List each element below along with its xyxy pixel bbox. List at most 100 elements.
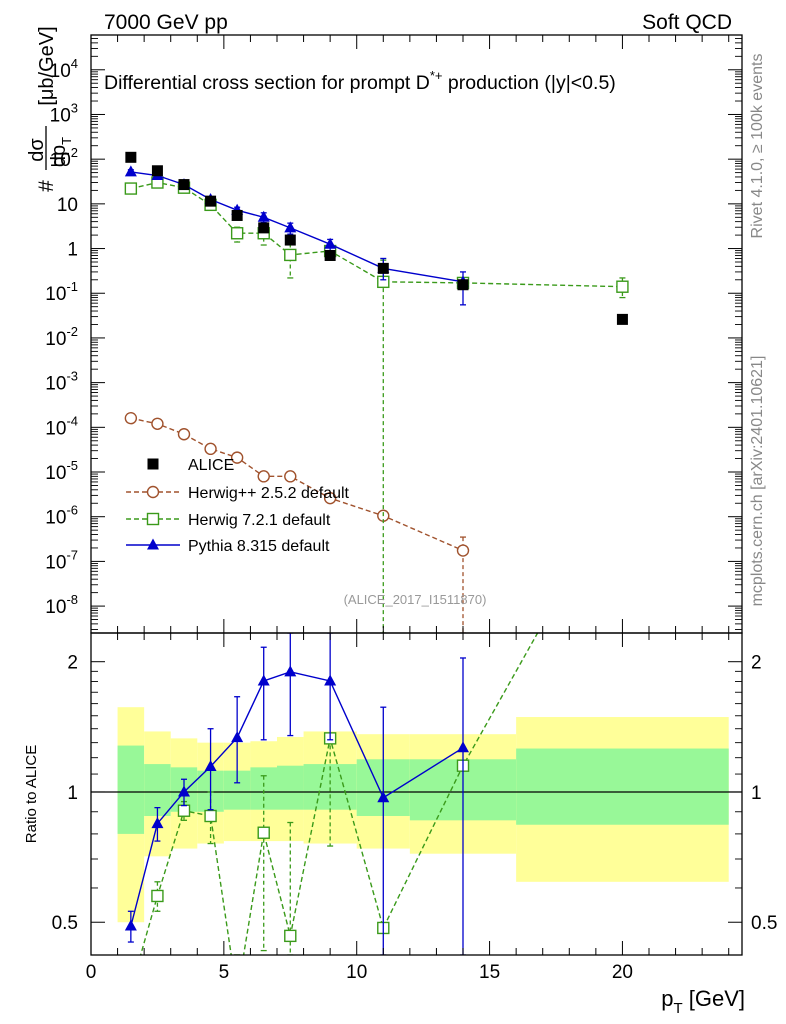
main-herwig7-point	[124, 182, 138, 195]
ratio-ytick-label-right: 1	[751, 783, 762, 804]
ratio-stat-band	[250, 767, 277, 810]
ratio-pythia-point	[457, 741, 469, 753]
main-alice-point	[125, 151, 137, 163]
rivet-label: Rivet 4.1.0, ≥ 100k events	[749, 54, 766, 239]
main-watermark: (ALICE_2017_I1511870)	[344, 592, 487, 607]
ratio-pythia-point	[284, 665, 297, 677]
ratio-xtick-label: 10	[346, 962, 367, 983]
main-alice-point	[457, 279, 469, 291]
svg-text:dσ: dσ	[26, 138, 48, 162]
main-herwigpp-point	[151, 417, 164, 430]
ratio-pythia-point	[178, 785, 190, 797]
main-ytick-label: 10-8	[45, 592, 78, 618]
main-herwigpp-point	[230, 451, 244, 464]
legend-label-alice: ALICE	[188, 457, 234, 474]
ratio-ytick-label: 1	[67, 783, 78, 804]
ratio-herwig7-point	[151, 889, 164, 903]
main-title: Differential cross section for prompt D*…	[104, 68, 616, 94]
ratio-stat-band	[277, 765, 304, 810]
svg-text:[μb/GeV]: [μb/GeV]	[36, 26, 58, 105]
main-ytick-label: 1	[67, 240, 78, 261]
main-ytick-label: 103	[50, 100, 78, 126]
main-pythia-line	[130, 171, 464, 283]
legend-label-herwig_pp: Herwig++ 2.5.2 default	[188, 485, 350, 502]
main-alice-point	[616, 313, 628, 325]
legend-label-pythia: Pythia 8.315 default	[188, 538, 330, 555]
x-axis-label: pT [GeV]	[661, 986, 745, 1017]
main-plot-area	[91, 35, 742, 633]
axes: 10-810-710-610-510-410-310-210-111010210…	[45, 34, 777, 983]
ratio-pythia-point	[377, 791, 390, 803]
svg-text:dpT: dpT	[48, 137, 74, 167]
main-herwigpp-point	[177, 428, 191, 441]
main-pythia-point	[257, 210, 270, 222]
main-pythia-point	[284, 221, 297, 233]
main-ytick-label: 10	[57, 195, 78, 216]
main-ytick-label: 10-3	[45, 369, 78, 395]
main-herwigpp-point	[323, 491, 337, 505]
legend-marker-herwig_pp	[146, 485, 160, 499]
ratio-pythia-point	[231, 731, 244, 743]
main-alice-point	[151, 165, 163, 177]
main-series	[124, 151, 629, 633]
main-alice-point	[377, 262, 389, 274]
ratio-pythia-line	[130, 671, 464, 927]
ratio-pythia-point	[324, 674, 337, 686]
ratio-pythia-point	[124, 919, 137, 931]
main-ytick-label: 10-2	[45, 324, 78, 350]
ratio-pythia-point	[151, 817, 164, 829]
main-herwig7-point	[230, 227, 244, 240]
main-herwigpp-point	[257, 470, 270, 483]
main-alice-point	[231, 209, 243, 221]
main-pythia-point	[124, 165, 137, 177]
ratio-pythia-point	[204, 760, 217, 772]
legend-marker-pythia	[147, 538, 159, 550]
main-ylabel: # dσ dpT [μb/GeV]	[26, 26, 74, 192]
main-herwigpp-point	[124, 411, 138, 425]
main-ytick-label: 10-1	[45, 279, 78, 305]
main-herwig7-point	[284, 248, 297, 262]
header-right: Soft QCD	[642, 11, 732, 34]
main-ytick-label: 10-6	[45, 503, 78, 529]
main-alice-point	[324, 249, 336, 261]
ratio-ytick-label-right: 0.5	[751, 913, 777, 934]
main-alice-point	[205, 195, 217, 207]
ratio-herwig7-point	[284, 929, 297, 943]
ratio-herwig7-line	[139, 633, 539, 955]
ratio-herwig7-point	[204, 809, 217, 823]
ratio-herwig7-point	[177, 804, 191, 817]
main-alice-point	[178, 179, 190, 191]
ratio-frame	[90, 632, 743, 956]
main-panel	[91, 35, 742, 633]
main-ytick-label: 10-4	[45, 413, 78, 439]
main-ytick-label: 102	[50, 145, 78, 171]
main-pythia-point	[324, 237, 337, 249]
main-herwigpp-point	[204, 442, 217, 456]
legend-marker-herwig_7	[146, 512, 160, 526]
main-ytick-label: 104	[50, 56, 78, 82]
ratio-pythia-point	[257, 674, 270, 686]
legend: ALICE Herwig++ 2.5.2 default Herwig 7.2.1 …	[126, 457, 350, 555]
legend-label-herwig_7: Herwig 7.2.1 default	[188, 512, 331, 529]
ratio-xtick-label: 20	[612, 962, 633, 983]
ratio-xtick-label: 5	[219, 962, 230, 983]
main-herwig7-line	[130, 181, 623, 288]
main-herwigpp-point	[456, 544, 470, 557]
ratio-xtick-label: 15	[479, 962, 500, 983]
main-herwigpp-point	[284, 470, 297, 483]
ratio-series	[124, 633, 539, 955]
ratio-ytick-label: 0.5	[52, 913, 78, 934]
main-herwigpp-line	[130, 417, 464, 552]
ratio-ytick-label-right: 2	[751, 653, 762, 674]
main-alice-point	[258, 222, 270, 234]
legend-marker-alice	[147, 458, 159, 470]
header-left: 7000 GeV pp	[104, 11, 228, 34]
ratio-stat-band	[516, 748, 729, 825]
mcplots-label: mcplots.cern.ch [arXiv:2401.10621]	[749, 356, 766, 607]
main-ytick-label: 10-7	[45, 547, 78, 573]
ratio-stat-band	[117, 745, 145, 834]
main-alice-point	[284, 234, 296, 246]
ratio-herwig7-point	[257, 826, 270, 839]
main-ytick-label: 10-5	[45, 458, 78, 484]
